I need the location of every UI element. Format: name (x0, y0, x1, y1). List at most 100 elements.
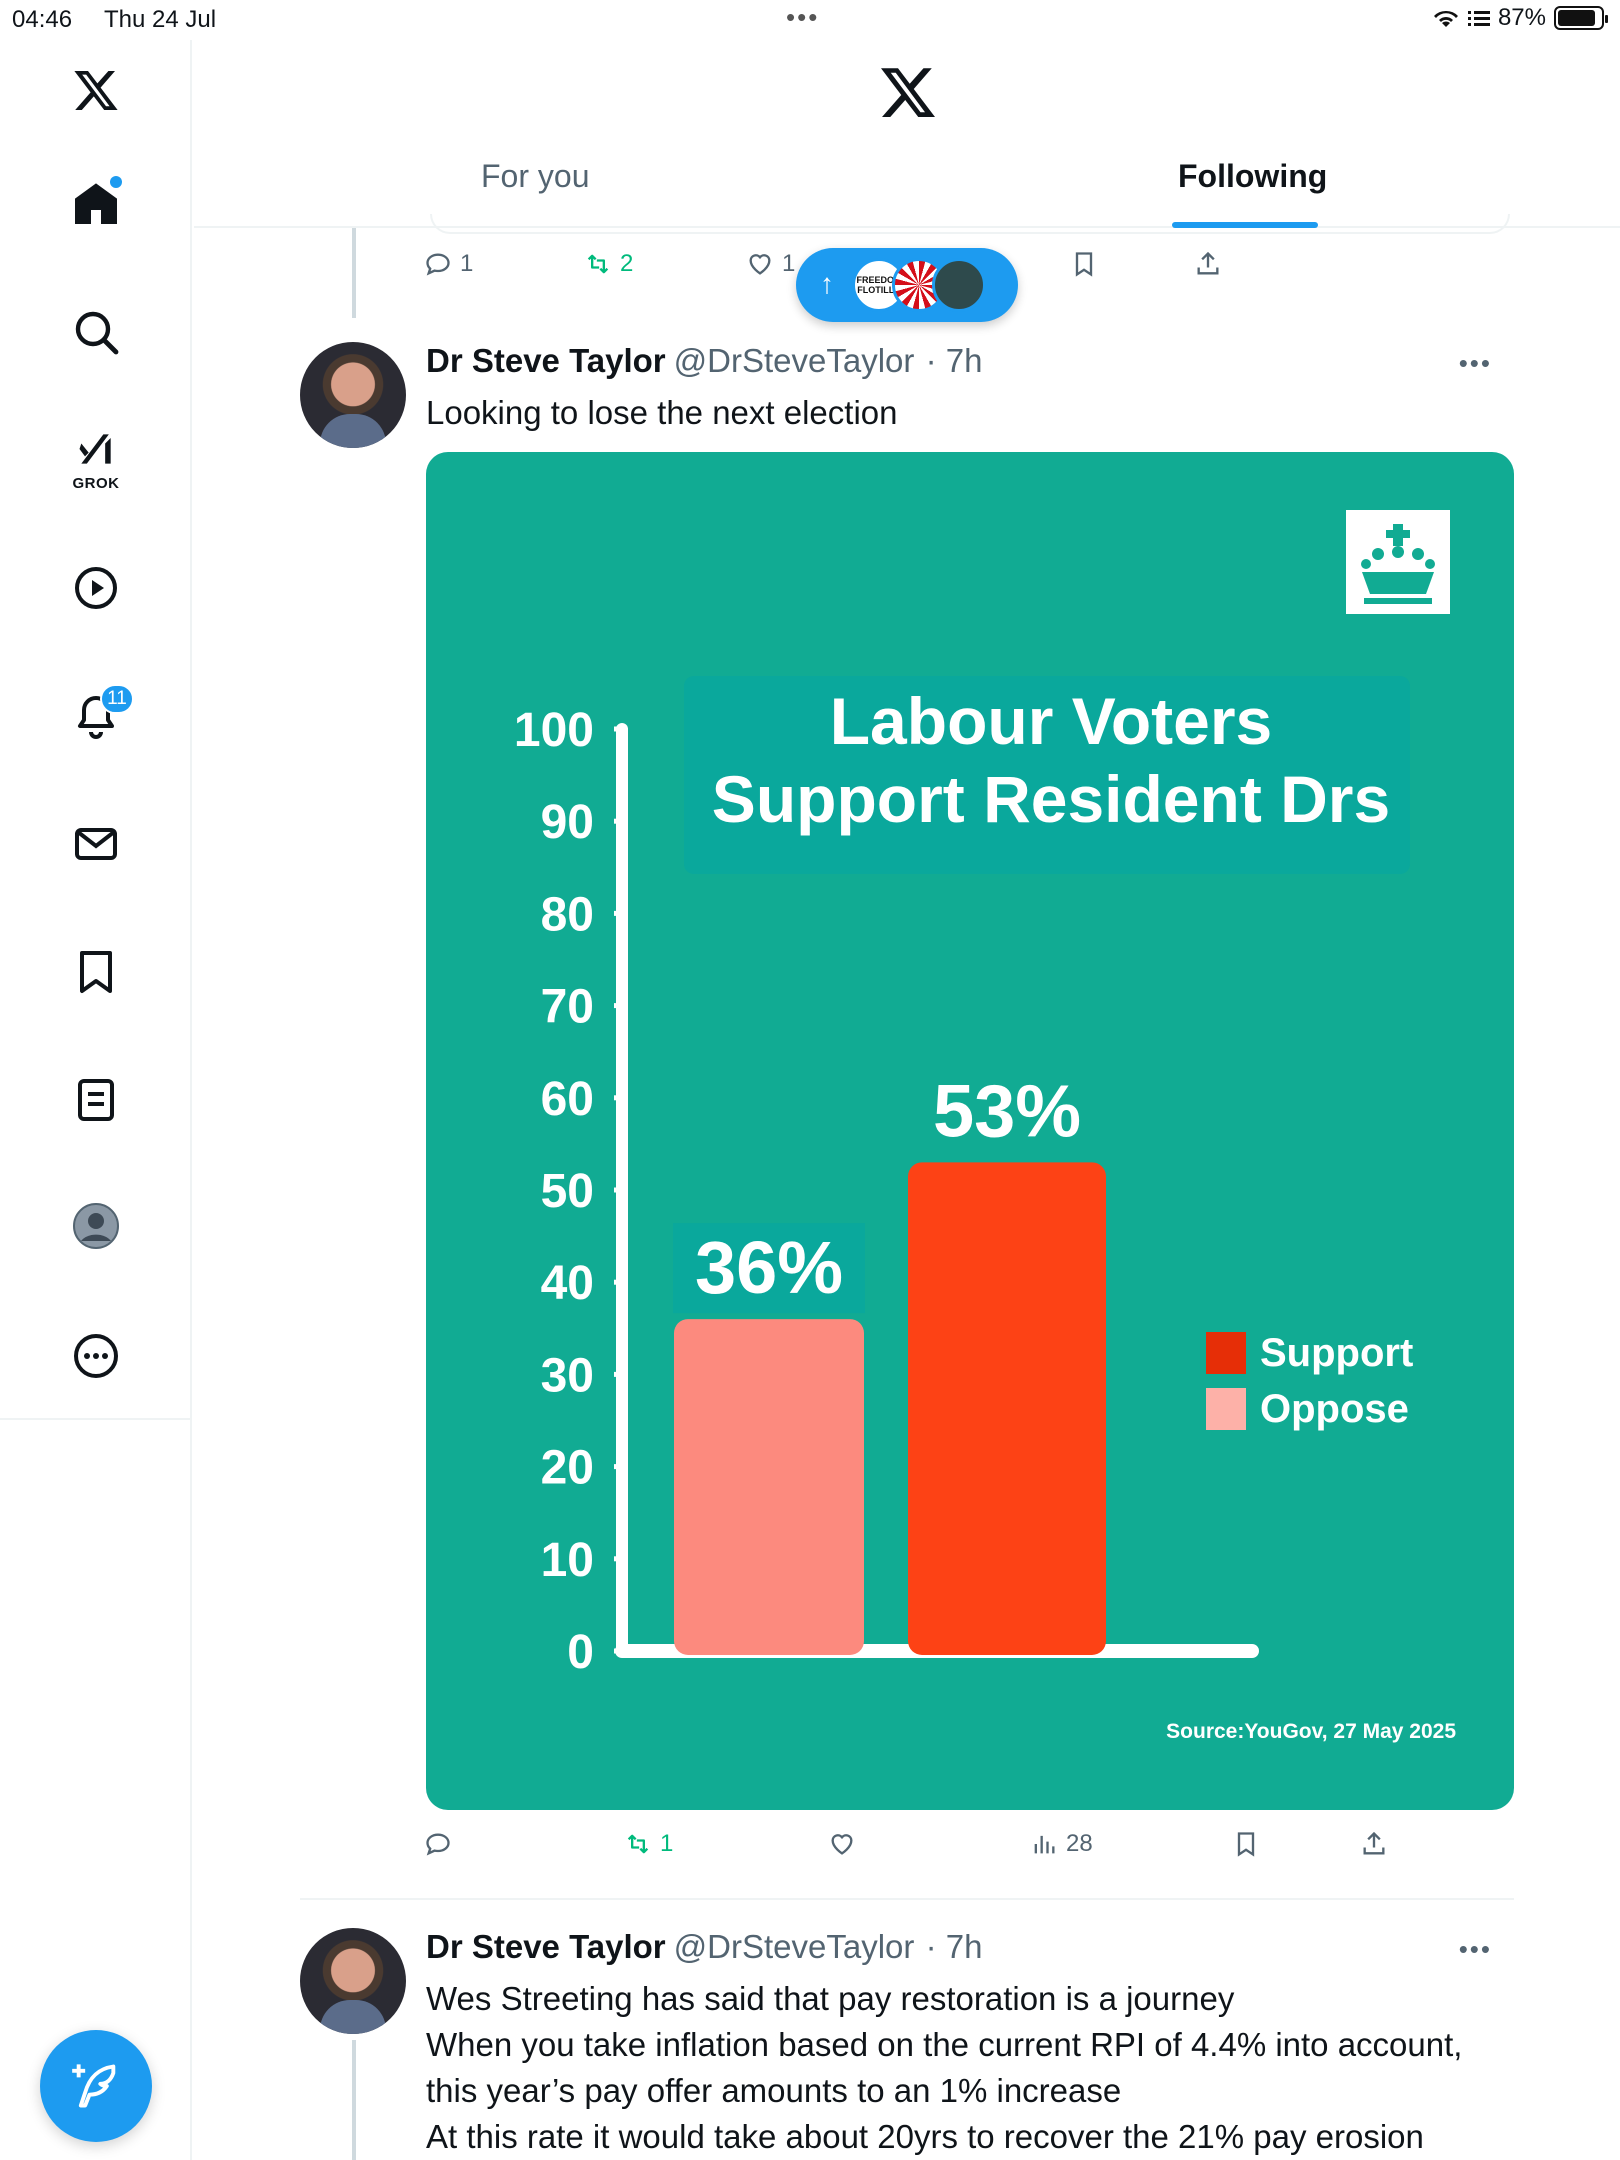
views-button[interactable]: 28 (1030, 1830, 1093, 1858)
arrow-up-icon: ↑ (820, 268, 834, 299)
tweet-header: Dr Steve Taylor @DrSteveTaylor · 7h (426, 1928, 982, 1966)
profile-icon[interactable] (66, 1196, 126, 1256)
author-handle[interactable]: @DrSteveTaylor (673, 1928, 915, 1965)
chart-source: Source:YouGov, 27 May 2025 (1166, 1720, 1456, 1743)
bar-chart: Labour Voters Support Resident Drs 0 10 20… (514, 510, 1456, 1743)
retweet-count: 1 (660, 1830, 674, 1857)
tweet-actions: 1 28 (420, 1830, 1520, 1870)
bar-support (908, 1162, 1106, 1655)
heart-icon (749, 254, 771, 275)
crown-icon (1361, 524, 1435, 604)
status-right: 87% (1432, 4, 1608, 32)
like-button[interactable] (828, 1830, 856, 1858)
mail-icon[interactable] (66, 814, 126, 874)
bookmark-button[interactable] (1232, 1830, 1260, 1858)
search-icon[interactable] (66, 302, 126, 362)
previous-tweet-actions: 1 2 1 (420, 250, 1520, 290)
tweet-header: Dr Steve Taylor @DrSteveTaylor · 7h (426, 342, 982, 380)
tweet-text-line: When you take inflation based on the cur… (426, 2026, 1463, 2063)
chart-legend: Support Oppose (1206, 1331, 1413, 1431)
multitask-dots-icon[interactable]: ••• (786, 2, 820, 32)
reply-icon (426, 1833, 450, 1856)
tweet-text-line: Wes Streeting has said that pay restorat… (426, 1980, 1235, 2017)
notification-badge: 11 (100, 684, 134, 714)
sidebar: GROK 11 (0, 40, 192, 2160)
status-date: Thu 24 Jul (104, 6, 217, 33)
lists-icon[interactable] (66, 1070, 126, 1130)
status-time: 04:46 (12, 6, 73, 33)
tweet-text-line: this year’s pay offer amounts to an 1% i… (426, 2072, 1122, 2109)
bookmark-button[interactable] (1070, 250, 1098, 278)
retweet-button[interactable]: 1 (624, 1830, 673, 1858)
y-tick-label: 100 (514, 704, 594, 757)
tweet-text: Wes Streeting has said that pay restorat… (426, 1976, 1516, 2160)
share-icon (1363, 1831, 1385, 1855)
heart-icon (831, 1834, 853, 1855)
like-count: 1 (782, 250, 796, 277)
y-tick-label: 20 (541, 1442, 594, 1495)
tab-for-you[interactable]: For you (481, 158, 590, 194)
reply-count: 1 (460, 250, 474, 277)
compose-icon (72, 2064, 116, 2108)
y-tick-label: 90 (541, 796, 594, 849)
data-label-bg (673, 1223, 865, 1314)
status-bar: 04:46 Thu 24 Jul ••• 87% (0, 0, 1620, 40)
avatar[interactable] (300, 1928, 406, 2034)
compose-button[interactable] (40, 2030, 152, 2142)
more-options-icon[interactable]: ••• (1458, 1934, 1492, 1964)
battery-percent: 87% (1497, 4, 1546, 31)
sidebar-separator (0, 1418, 192, 1420)
home-icon[interactable] (66, 174, 126, 234)
y-tick-label: 10 (541, 1534, 594, 1587)
reply-button[interactable] (424, 1830, 452, 1858)
video-icon[interactable] (66, 558, 126, 618)
y-tick-label: 70 (541, 981, 594, 1034)
bars: 36% 53% (673, 1069, 1106, 1655)
bookmark-icon[interactable] (66, 942, 126, 1002)
tab-following[interactable]: Following (1178, 158, 1328, 194)
chart-title-line: Support Resident Drs (712, 762, 1390, 836)
retweet-icon (587, 254, 609, 274)
tweet-time[interactable]: · 7h (925, 342, 983, 379)
active-tab-indicator (1172, 222, 1318, 228)
share-button[interactable] (1360, 1830, 1388, 1858)
retweet-icon (627, 1834, 649, 1854)
tweet-text-line: At this rate it would take about 20yrs t… (426, 2118, 1424, 2155)
share-icon (1197, 251, 1219, 275)
retweet-button[interactable]: 2 (584, 250, 633, 278)
tweet-time[interactable]: · 7h (925, 1928, 983, 1965)
author-handle[interactable]: @DrSteveTaylor (673, 342, 915, 379)
x-logo-icon[interactable] (878, 62, 938, 122)
views-chart-icon (1034, 1835, 1055, 1854)
legend-label: Oppose (1260, 1387, 1409, 1431)
more-options-icon[interactable]: ••• (1458, 348, 1492, 378)
views-count: 28 (1066, 1830, 1093, 1857)
battery-icon (1554, 6, 1608, 30)
grok-icon[interactable]: GROK (66, 424, 126, 492)
home-unread-dot (110, 176, 122, 188)
wifi-icon (1433, 10, 1458, 27)
author-name[interactable]: Dr Steve Taylor (426, 1928, 666, 1965)
battery-fill (1558, 10, 1595, 26)
y-axis-ticks: 0 10 20 30 40 50 60 70 80 90 100 (514, 704, 626, 1679)
y-tick-label: 50 (541, 1165, 594, 1218)
y-tick-label: 80 (541, 888, 594, 941)
chart-title-box (684, 676, 1410, 874)
reply-button[interactable]: 1 (424, 250, 473, 278)
bookmark-icon (1075, 252, 1093, 277)
legend-swatch (1206, 1388, 1246, 1430)
new-posts-pill[interactable]: ↑ FREEDOM FLOTILLA (796, 248, 1018, 322)
author-name[interactable]: Dr Steve Taylor (426, 342, 666, 379)
chart-title-line: Labour Voters (830, 684, 1273, 758)
data-label: 36% (695, 1226, 843, 1309)
like-button[interactable]: 1 (746, 250, 795, 278)
y-tick-label: 0 (567, 1626, 594, 1679)
bell-icon[interactable]: 11 (66, 684, 134, 746)
share-button[interactable] (1194, 250, 1222, 278)
more-icon[interactable] (66, 1326, 126, 1386)
retweet-count: 2 (620, 250, 634, 277)
x-logo-icon[interactable] (66, 60, 126, 120)
tweet-image-chart[interactable]: Labour Voters Support Resident Drs 0 10 20… (426, 452, 1514, 1810)
avatar[interactable] (300, 342, 406, 448)
data-label: 53% (933, 1069, 1081, 1152)
